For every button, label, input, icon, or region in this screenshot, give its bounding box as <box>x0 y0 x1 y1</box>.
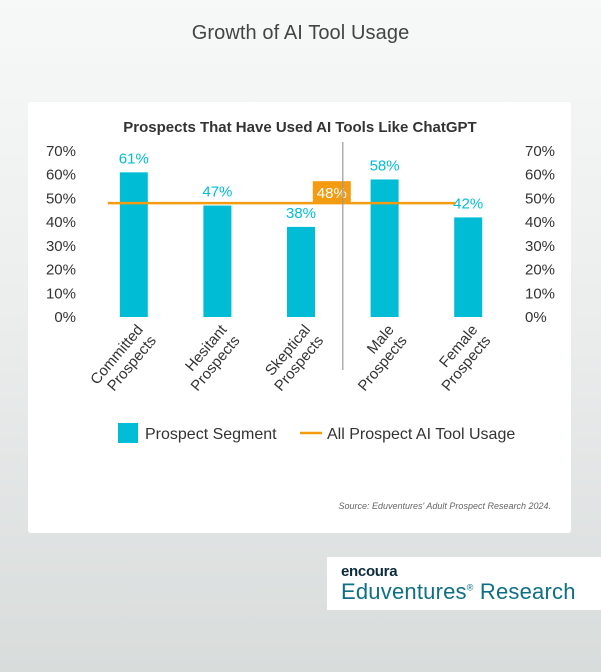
reference-line-group: 48% <box>107 181 456 205</box>
right-y-axis: 0% 10% 20% 30% 40% 50% 60% 70% <box>525 143 555 326</box>
legend: Prospect Segment All Prospect AI Tool Usa… <box>118 423 515 443</box>
source-note: Source: Eduventures' Adult Prospect Rese… <box>338 501 551 511</box>
y-tick-label-right: 60% <box>525 167 555 184</box>
legend-swatch-bars <box>118 423 138 443</box>
bar-value-label: 42% <box>453 195 483 212</box>
y-tick-label-left: 20% <box>46 262 76 279</box>
y-tick-label-right: 10% <box>525 285 555 302</box>
chart-card: Prospects That Have Used AI Tools Like C… <box>28 102 571 533</box>
y-tick-label-left: 40% <box>46 214 76 231</box>
eduventures-logo: encoura Eduventures® Research <box>327 557 601 610</box>
eduventures-research-wordmark: Eduventures® Research <box>341 579 576 604</box>
bar-value-label: 38% <box>286 205 316 222</box>
y-tick-label-left: 0% <box>54 309 76 326</box>
left-y-axis: 0% 10% 20% 30% 40% 50% 60% 70% <box>46 143 76 326</box>
y-tick-label-left: 50% <box>46 190 76 207</box>
bar-value-label: 47% <box>202 184 232 201</box>
reference-value-label: 48% <box>317 185 347 202</box>
bar-series <box>119 172 483 317</box>
chart-title: Prospects That Have Used AI Tools Like C… <box>123 119 476 136</box>
y-tick-label-left: 10% <box>46 285 76 302</box>
y-tick-label-left: 60% <box>46 167 76 184</box>
legend-label-line: All Prospect AI Tool Usage <box>327 426 515 443</box>
y-tick-label-right: 70% <box>525 143 555 160</box>
bar <box>203 205 232 317</box>
y-tick-label-left: 30% <box>46 238 76 255</box>
bar-value-labels: 61% 47% 38% 58% 42% <box>119 150 483 222</box>
y-tick-label-right: 40% <box>525 214 555 231</box>
legend-label-bars: Prospect Segment <box>145 426 277 443</box>
y-tick-label-right: 20% <box>525 262 555 279</box>
bar <box>119 172 148 317</box>
bar <box>287 226 315 317</box>
page-title: Growth of AI Tool Usage <box>191 22 410 44</box>
y-tick-label-right: 30% <box>525 238 555 255</box>
y-tick-label-left: 70% <box>46 143 76 160</box>
reference-label-box <box>312 181 351 204</box>
bar-value-label: 61% <box>119 150 149 167</box>
encoura-wordmark: encoura <box>341 563 398 580</box>
bar-chart: Prospects That Have Used AI Tools Like C… <box>46 119 555 511</box>
bar-value-label: 58% <box>370 157 400 174</box>
bar <box>370 179 399 317</box>
y-tick-label-right: 50% <box>525 190 555 207</box>
bar <box>454 217 483 317</box>
y-tick-label-right: 0% <box>525 309 547 326</box>
